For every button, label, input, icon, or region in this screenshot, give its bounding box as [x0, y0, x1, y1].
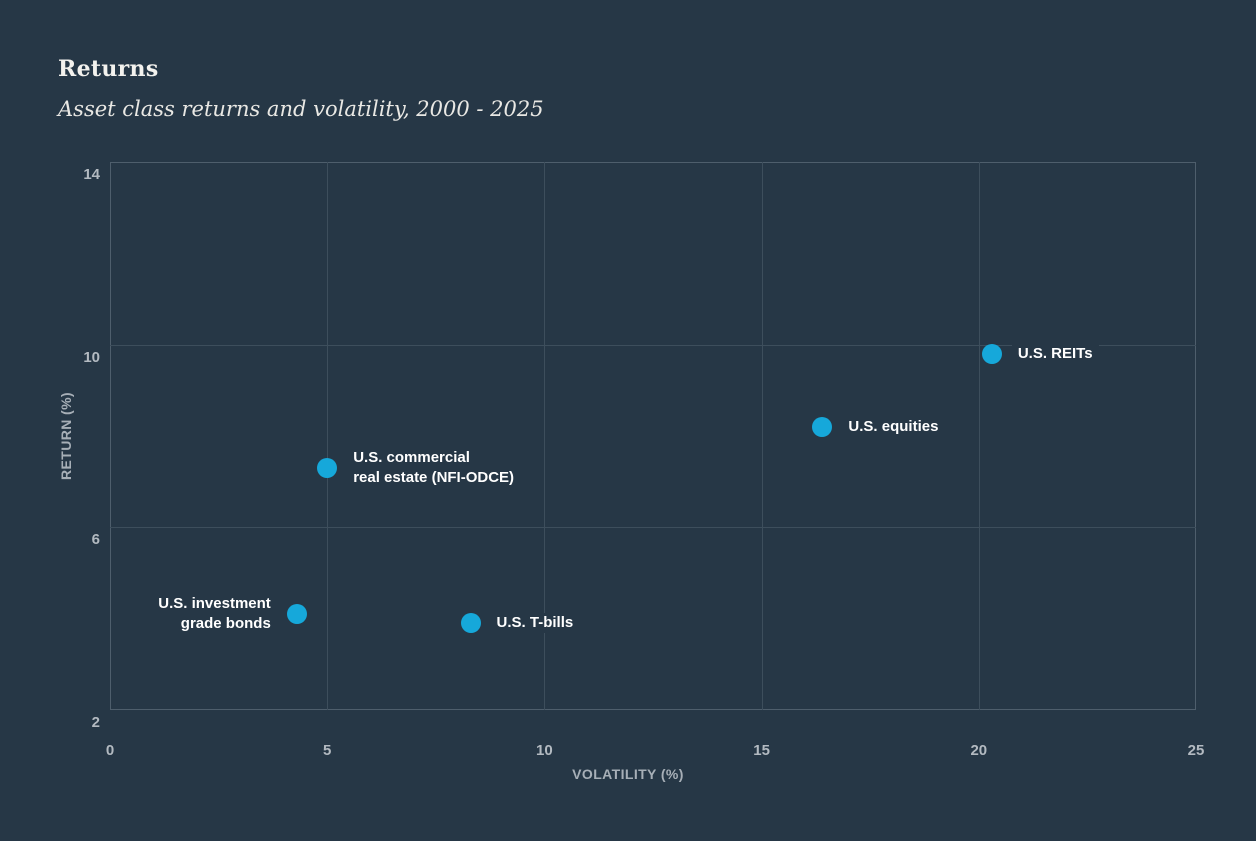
- gridline-y-10: [110, 344, 1196, 346]
- point-label-u-s-t-bills: U.S. T-bills: [490, 613, 580, 634]
- x-tick-label-10: 10: [536, 742, 553, 759]
- x-tick-label-15: 15: [753, 742, 770, 759]
- y-tick-label-14: 14: [83, 166, 100, 183]
- y-tick-label-2: 2: [91, 714, 100, 731]
- x-tick-label-20: 20: [970, 742, 988, 759]
- point-label-line: U.S. T-bills: [496, 614, 574, 632]
- point-label-line: real estate (NFI-ODCE): [353, 468, 515, 486]
- x-tick-label-0: 0: [105, 742, 115, 759]
- y-tick-label-6: 6: [91, 531, 100, 549]
- gridline-x-15: [761, 162, 763, 710]
- data-point-u-s-equities: [812, 416, 833, 437]
- point-label-line: U.S. equities: [848, 417, 939, 435]
- data-point-u-s-t-bills: [460, 613, 481, 634]
- point-label-u-s-reits: U.S. REITs: [1011, 343, 1099, 364]
- point-label-line: U.S. investment: [158, 595, 271, 613]
- chart-subtitle: Asset class returns and volatility, 2000…: [58, 97, 544, 121]
- point-label-u-s-commercial-real-estate-nfi-odce: U.S. commercial real estate (NFI-ODCE): [347, 447, 521, 488]
- y-axis-title: RETURN (%): [58, 392, 74, 480]
- point-label-line: grade bonds: [180, 615, 271, 633]
- gridline-x-5: [327, 162, 329, 710]
- data-point-u-s-commercial-real-estate-nfi-odce: [317, 457, 338, 478]
- gridline-x-10: [544, 162, 546, 710]
- plot-area: [110, 162, 1196, 710]
- x-tick-label-25: 25: [1187, 742, 1205, 759]
- x-tick-label-5: 5: [323, 742, 332, 759]
- gridline-y-6: [110, 527, 1196, 529]
- point-label-u-s-equities: U.S. equities: [842, 416, 945, 437]
- chart-title: Returns: [58, 56, 159, 82]
- y-tick-label-10: 10: [83, 348, 100, 366]
- data-point-u-s-investment-grade-bonds: [286, 604, 307, 625]
- point-label-line: U.S. REITs: [1017, 344, 1093, 362]
- gridline-x-20: [978, 162, 980, 710]
- x-axis-title: VOLATILITY (%): [572, 766, 684, 782]
- point-label-line: U.S. commercial: [353, 448, 470, 466]
- point-label-u-s-investment-grade-bonds: U.S. investment grade bonds: [152, 594, 277, 635]
- data-point-u-s-reits: [981, 343, 1002, 364]
- chart-header: Returns Asset class returns and volatili…: [58, 56, 544, 121]
